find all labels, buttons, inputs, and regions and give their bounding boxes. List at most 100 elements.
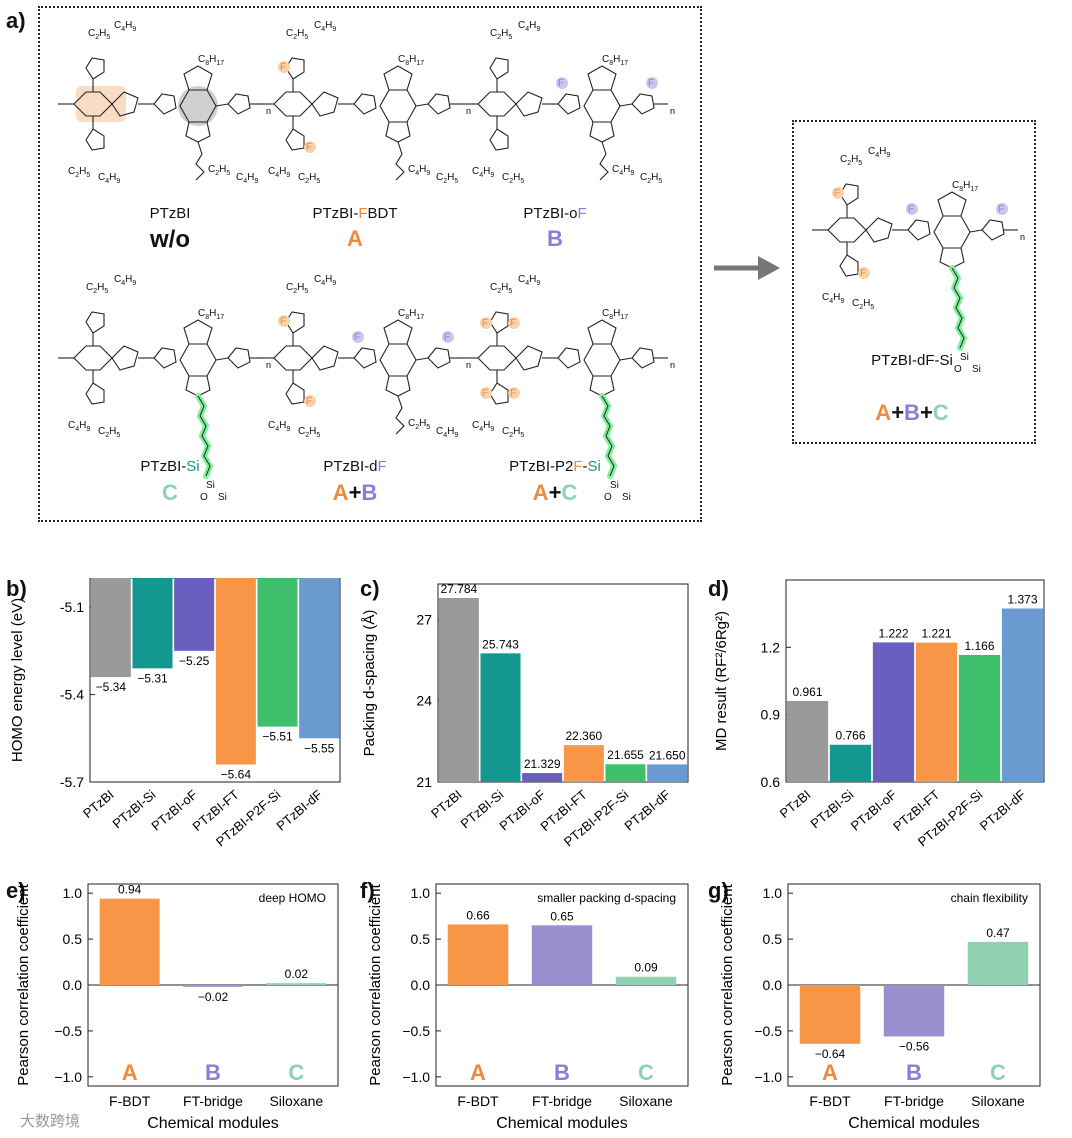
module-label-wo: w/o — [150, 226, 190, 253]
triazole-ring — [939, 247, 965, 269]
x-tick-label: PTzBI-dF — [621, 787, 673, 834]
benzene-ring — [583, 89, 621, 123]
bar-Siloxane — [967, 941, 1029, 985]
thiophene-ring — [489, 57, 509, 80]
siloxane-glow — [949, 265, 968, 351]
x-tick-label: Siloxane — [971, 1093, 1025, 1109]
fluorine-highlight — [996, 203, 1008, 215]
bar-PTzBI-P2F-Si — [605, 764, 646, 782]
right-arrow-icon — [714, 256, 780, 280]
data-label-F-BDT: −0.64 — [815, 1047, 846, 1061]
bar-PTzBI-P2F-Si — [257, 578, 298, 727]
thiophene-ring — [631, 93, 655, 115]
polymer-index: n — [466, 106, 471, 116]
triazole-ring — [385, 121, 411, 143]
substituent-label: C4H9 — [518, 274, 540, 287]
plot-frame — [785, 579, 1045, 783]
thiophene-ring — [285, 382, 305, 405]
fluorine-highlight — [352, 331, 364, 343]
substituent-label: C4H9 — [236, 172, 258, 185]
bond — [619, 103, 633, 107]
fluorine-highlight — [508, 317, 520, 329]
chart-md-result: 0.60.91.20.961PTzBI0.766PTzBI-Si1.222PTz… — [713, 579, 1045, 849]
molecule-2: n C2H5 C4H9 C8H17 F F C4H9 C2H5 C2H5 C4H9 — [462, 20, 675, 185]
imide-ring — [183, 65, 213, 91]
module-label-b: B — [547, 226, 563, 251]
substituent-label: C4H9 — [98, 172, 120, 185]
substituent-label: C2H5 — [436, 172, 458, 185]
y-tick-label: 24 — [416, 693, 432, 709]
data-label-PTzBI-dF: 21.650 — [649, 748, 686, 762]
module-letter: B — [554, 1060, 570, 1085]
x-tick-label: F-BDT — [457, 1093, 499, 1109]
panel-letter-g: g) — [708, 878, 729, 903]
siloxane-chain — [601, 395, 615, 477]
y-axis-label: HOMO energy level (eV) — [9, 598, 26, 762]
y-tick-label: 0.5 — [63, 931, 83, 947]
substituent-label: C2H5 — [86, 282, 108, 295]
bar-PTzBI — [90, 578, 131, 678]
substituent-label: C2H5 — [88, 28, 110, 41]
molecule-structures: n C2H5 C4H9 C8H17 C2H5 C4H9 C4H9 C2H5 n C2H5 C4H9 F… — [58, 20, 1025, 503]
panel-letter-b: b) — [6, 576, 27, 601]
y-tick-label: -5.7 — [60, 774, 84, 790]
y-tick-label: 0.0 — [763, 977, 783, 993]
module-letter: A — [470, 1060, 486, 1085]
thiophene-ring — [557, 347, 581, 369]
bar-FT-bridge — [531, 925, 593, 985]
substituent-label: C2H5 — [852, 298, 874, 311]
data-label-F-BDT: 0.94 — [118, 883, 142, 897]
substituent-label: C8H17 — [198, 54, 224, 67]
data-label-PTzBI-Si: 25.743 — [482, 637, 519, 651]
y-axis-label: Pearson correlation coefficient — [719, 883, 736, 1085]
bond — [215, 103, 229, 107]
thiophene-ring — [311, 91, 339, 117]
substituent-label: C4H9 — [314, 20, 336, 33]
data-label-PTzBI-oF: −5.25 — [179, 654, 210, 668]
x-tick-label: Siloxane — [269, 1093, 323, 1109]
bdt-ring — [73, 345, 113, 371]
y-tick-label: 21 — [416, 774, 432, 790]
panel-letter-f: f) — [360, 878, 375, 903]
y-tick-label: −1.0 — [402, 1069, 430, 1085]
substituent-label: C2H5 — [640, 172, 662, 185]
data-label-Siloxane: 0.47 — [986, 926, 1010, 940]
siloxane-chain — [951, 267, 965, 349]
substituent-label: C2H5 — [502, 426, 524, 439]
benzene-ring — [583, 343, 621, 377]
thiophene-ring — [427, 347, 451, 369]
thiophene-ring — [489, 128, 509, 151]
y-tick-label: 1.0 — [411, 885, 431, 901]
thiophene-ring — [311, 345, 339, 371]
thiophene-ring — [153, 93, 177, 115]
substituent-label: Si — [610, 480, 619, 491]
substituent-label: Si — [622, 492, 631, 503]
bar-PTzBI-dF — [1001, 608, 1044, 782]
molecule-name-ptzbi-fbdt: PTzBI-FBDT — [312, 205, 398, 222]
bar-PTzBI-oF — [174, 578, 215, 651]
x-axis-label: Chemical modules — [496, 1115, 628, 1132]
y-axis-label: MD result (RF²/6Rg²) — [713, 611, 730, 751]
chart-pearson-dspacing: −1.0 −0.5 0.0 0.5 1.0 0.66 F-BDT A 0.65 FT-bridge… — [367, 883, 689, 1132]
x-axis-label: Chemical modules — [147, 1115, 279, 1132]
fluorine-highlight — [858, 267, 870, 279]
substituent-label: C2H5 — [208, 164, 230, 177]
plot-frame — [89, 578, 341, 783]
substituent-label: F — [354, 332, 360, 343]
thiophene-ring — [227, 93, 251, 115]
fluorine-highlight — [278, 61, 290, 73]
substituent-label: C2H5 — [502, 172, 524, 185]
thiophene-ring — [865, 217, 893, 243]
x-tick-label: PTzBI — [777, 787, 814, 821]
data-label-PTzBI-P2F-Si: −5.51 — [262, 730, 293, 744]
substituent-label: C2H5 — [840, 154, 862, 167]
bar-F-BDT — [99, 898, 160, 985]
y-axis-label: Pearson correlation coefficient — [367, 883, 384, 1085]
panel-letter-a: a) — [6, 8, 26, 33]
substituent-label: C2H5 — [286, 282, 308, 295]
bond — [619, 357, 633, 361]
x-tick-label: PTzBI-dF — [977, 787, 1029, 834]
y-tick-label: 0.9 — [761, 707, 781, 723]
benzene-ring — [379, 89, 417, 123]
